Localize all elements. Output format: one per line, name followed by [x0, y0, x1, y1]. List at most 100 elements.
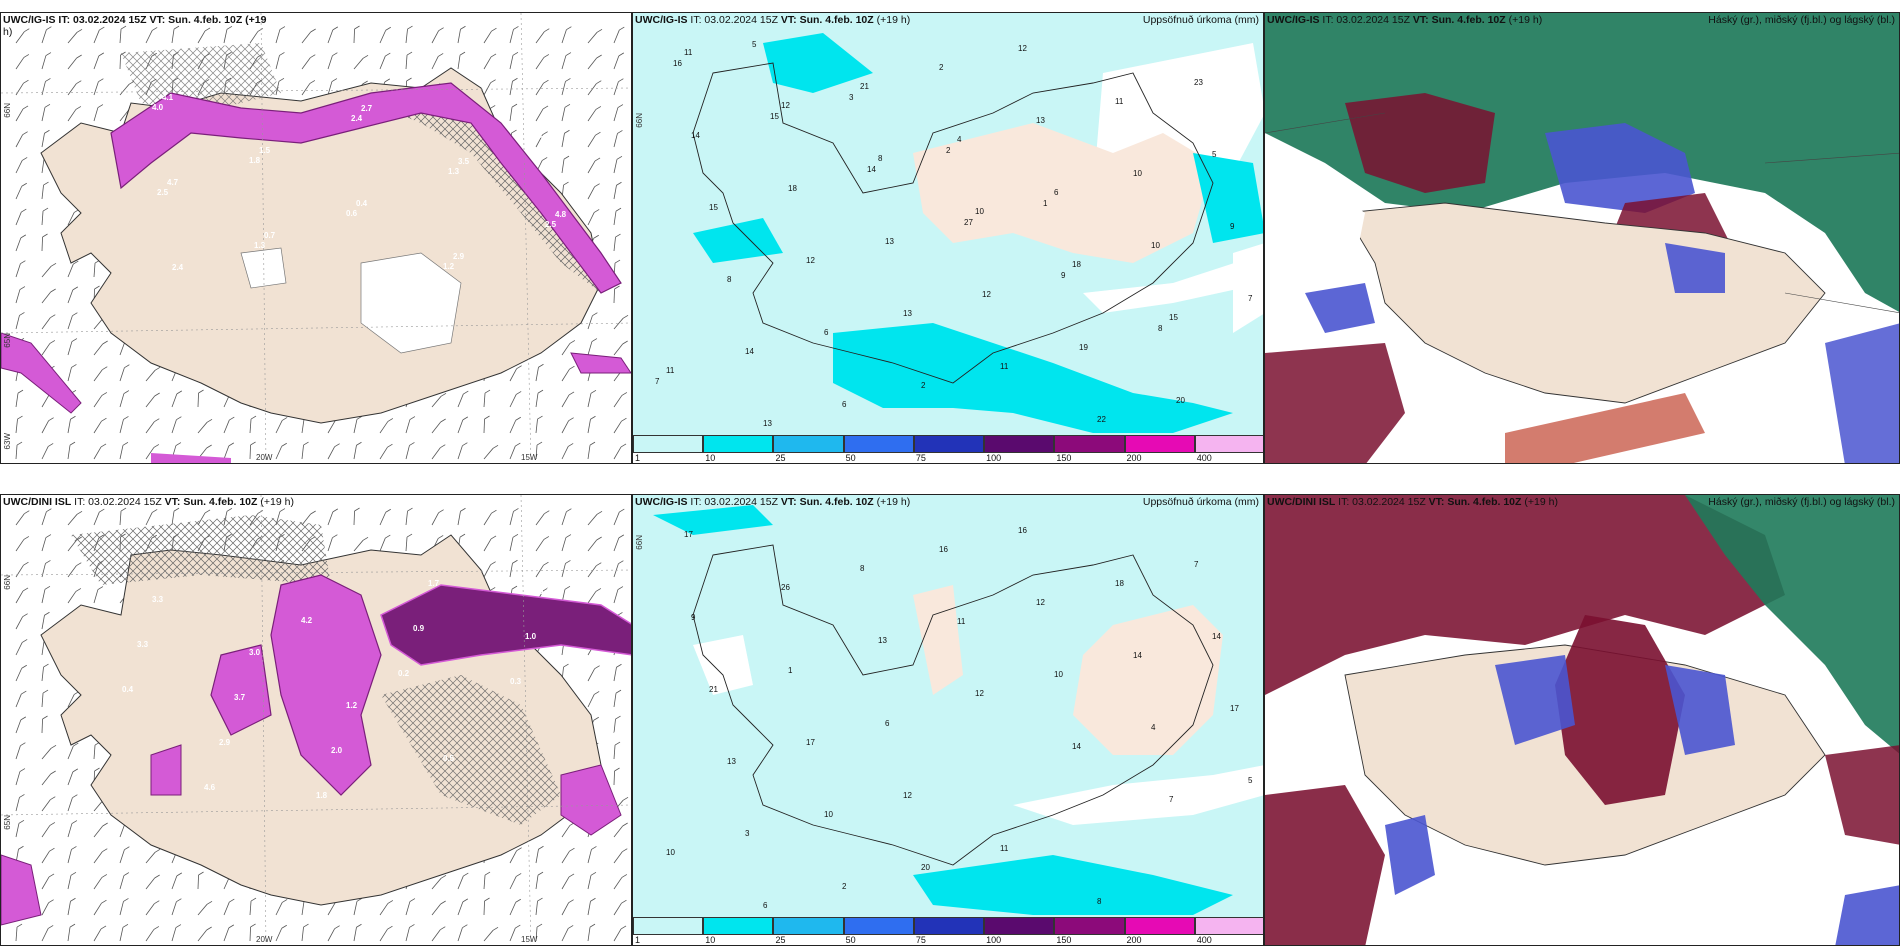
wind-barb-flag — [101, 417, 107, 422]
wind-barb-flag — [387, 443, 393, 448]
colorbar-tick-label: 100 — [986, 453, 1002, 463]
wind-barb-flag — [622, 314, 629, 319]
colorbar-tick-label: 1 — [635, 453, 641, 463]
station-value: 6 — [842, 400, 847, 409]
wind-barb — [15, 211, 22, 226]
wind-barb — [535, 445, 538, 460]
station-value: 0.6 — [346, 209, 358, 218]
wind-barb-flag — [71, 820, 78, 824]
wind-barb-flag — [515, 442, 521, 447]
wind-barb-flag — [568, 417, 574, 422]
wind-barb-flag — [21, 690, 27, 695]
wind-barb — [145, 421, 155, 434]
wind-barb — [41, 589, 46, 604]
wind-barb — [509, 902, 517, 916]
wind-barb — [67, 591, 77, 604]
station-value: 2.4 — [172, 263, 184, 272]
panel-title: UWC/IG-IS IT: 03.02.2024 15Z VT: Sun. 4.… — [3, 14, 267, 38]
wind-barb-flag — [206, 926, 212, 931]
wind-barb — [67, 514, 78, 526]
station-value: 16 — [1018, 526, 1027, 535]
wind-barb-flag — [124, 846, 130, 851]
wind-barb — [67, 849, 72, 864]
station-value: 5 — [1248, 776, 1253, 785]
station-value: 8 — [860, 564, 865, 573]
wind-barb — [197, 874, 199, 890]
wind-barb-flag — [362, 536, 369, 541]
wind-barb — [41, 107, 46, 122]
wind-barb — [67, 745, 74, 760]
wind-barb-flag — [513, 508, 519, 512]
wind-barb — [67, 83, 77, 96]
wind-barb-flag — [102, 848, 108, 853]
wind-barb — [353, 28, 355, 44]
station-value: 4.6 — [204, 783, 216, 792]
wind-barb-flag — [17, 389, 24, 394]
wind-barb — [457, 419, 464, 434]
wind-barb-flag — [50, 744, 57, 749]
wind-barb — [587, 341, 593, 356]
wind-barb — [353, 58, 364, 70]
wind-barb-flag — [250, 415, 257, 420]
colorbar-tick-label: 10 — [705, 453, 716, 463]
wind-barb-flag — [309, 80, 316, 84]
colorbar-cell — [913, 435, 985, 453]
wind-barb-flag — [615, 207, 622, 212]
wind-barb-flag — [565, 52, 572, 56]
wind-barb-flag — [331, 78, 338, 82]
station-value: 20 — [921, 863, 930, 872]
wind-barb — [67, 901, 71, 916]
station-value: 15 — [709, 203, 718, 212]
wind-barb-flag — [484, 415, 490, 420]
wind-barb-flag — [48, 417, 54, 422]
wind-barb — [587, 315, 593, 330]
wind-barb-flag — [614, 741, 621, 746]
precip-accum-map-top: 1112810181511132146107146213109862121151… — [633, 13, 1263, 437]
station-value: 17 — [1230, 704, 1239, 713]
wind-barb-flag — [438, 509, 444, 514]
wind-barb — [431, 396, 442, 408]
colorbar-cell — [984, 435, 1055, 453]
wind-barb-flag — [593, 234, 599, 239]
wind-barb — [119, 511, 122, 526]
lat-label: 66N — [635, 535, 644, 550]
wind-barb — [275, 420, 283, 434]
wind-barb-flag — [438, 27, 444, 32]
wind-barb — [327, 29, 334, 44]
wind-barb-flag — [440, 444, 446, 449]
colorbar-bottom: 1 10 25 50 75 100 150 200 400 — [633, 917, 1263, 945]
panel-title: UWC/DINI ISL IT: 03.02.2024 15Z VT: Sun.… — [1267, 496, 1558, 508]
wind-barb — [15, 263, 21, 278]
wind-barb-flag — [595, 106, 602, 110]
wind-barb-flag — [592, 312, 598, 317]
wind-barb — [535, 539, 545, 552]
wind-barb-flag — [565, 560, 571, 564]
wind-barb-flag — [44, 129, 50, 134]
wind-barb — [301, 83, 311, 96]
wind-barb — [379, 537, 386, 552]
wind-barb-flag — [409, 898, 416, 902]
wind-barb — [587, 539, 597, 552]
station-value: 14 — [867, 165, 876, 174]
wind-barb-flag — [43, 181, 49, 186]
wind-barb-flag — [250, 923, 256, 928]
wind-barb-flag — [332, 26, 339, 31]
wind-barb — [587, 186, 595, 200]
station-value: 14 — [1072, 742, 1081, 751]
wind-barb — [535, 82, 544, 96]
wind-barb — [561, 825, 571, 838]
wind-barb — [301, 927, 304, 942]
wind-barb-flag — [151, 509, 158, 513]
wind-barb — [223, 419, 230, 434]
wind-barb — [67, 797, 73, 812]
wind-barb — [67, 875, 72, 890]
wind-barb-flag — [154, 366, 161, 371]
wind-barb — [405, 537, 408, 552]
wind-barb-flag — [569, 365, 575, 370]
wind-barb — [483, 930, 494, 942]
wind-barb-flag — [596, 80, 602, 85]
wind-barb — [67, 771, 74, 786]
wind-barb — [509, 563, 513, 578]
station-value: 6 — [824, 328, 829, 337]
station-value: 12 — [1018, 44, 1027, 53]
